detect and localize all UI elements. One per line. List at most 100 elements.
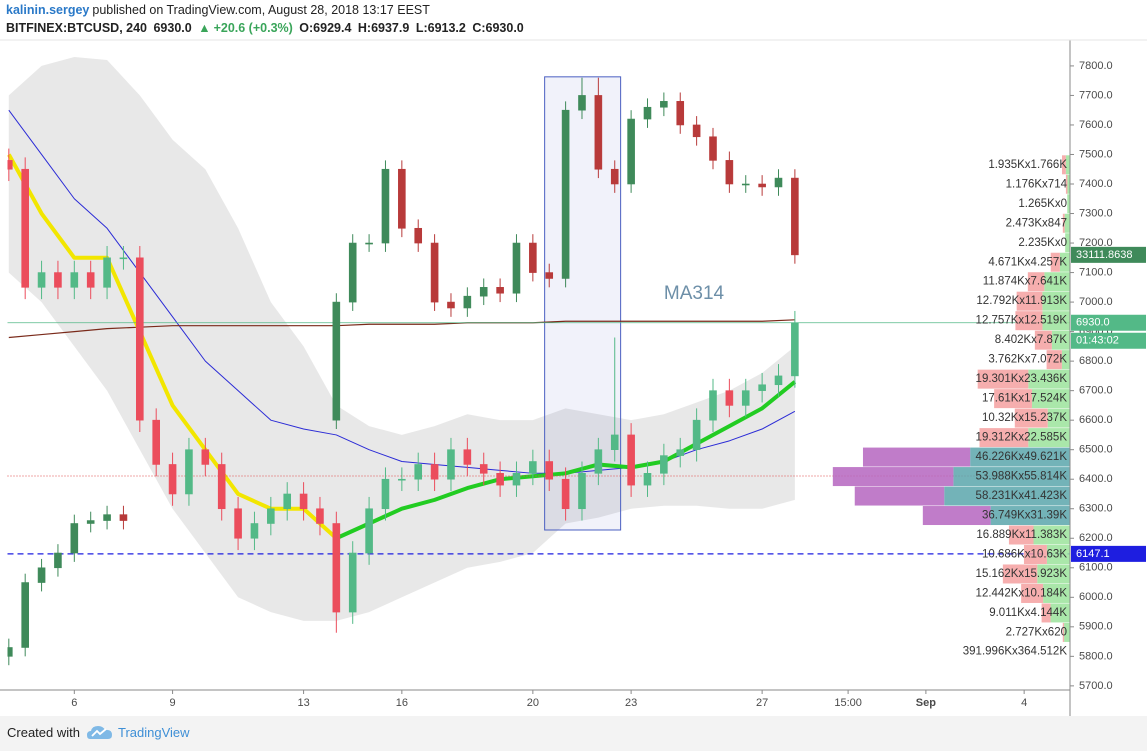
profile-label: 3.762Kx7.072K xyxy=(988,354,1067,366)
candle-body xyxy=(398,168,406,229)
candle-body xyxy=(791,177,799,256)
profile-down xyxy=(922,506,991,526)
profile-down xyxy=(979,428,1029,448)
profile-label: 53.988Kx55.814K xyxy=(976,471,1068,483)
profile-down xyxy=(1023,544,1047,564)
profile-label: 11.874Kx7.641K xyxy=(983,276,1068,288)
candle-body xyxy=(250,523,259,539)
profile-up xyxy=(1028,369,1070,389)
candle-body xyxy=(479,287,488,297)
profile-down xyxy=(1002,564,1038,584)
last-price: 6930.0 xyxy=(153,21,192,35)
plot: 1.935Kx1.766K 1.176Kx714 1.265Kx0 2.473Kx84… xyxy=(0,39,1147,716)
logo[interactable] xyxy=(87,725,113,741)
candle-body xyxy=(119,514,128,521)
profile-down xyxy=(862,447,971,467)
published: published on TradingView.com, August 28,… xyxy=(92,3,430,17)
candle-body xyxy=(381,478,390,510)
candle-body xyxy=(643,106,652,120)
profile-up xyxy=(1067,194,1070,214)
ohlc-open: O:6929.4 xyxy=(299,21,352,35)
candle-body xyxy=(348,552,357,613)
profile-up xyxy=(1050,603,1070,623)
price-line-label: 6930.0 xyxy=(1076,317,1110,329)
y-tick-label: 7700.0 xyxy=(1079,89,1113,101)
profile-up xyxy=(953,467,1070,487)
profile-label: 19.301Kx23.436K xyxy=(976,373,1068,385)
profile-up xyxy=(990,506,1070,526)
candle-body xyxy=(447,301,455,309)
profile-down xyxy=(1008,525,1034,545)
profile-up xyxy=(1042,311,1070,331)
candle-body xyxy=(741,390,750,406)
candle-body xyxy=(643,473,652,486)
candle-body xyxy=(660,101,668,108)
candle-body xyxy=(774,177,783,188)
brand[interactable]: TradingView xyxy=(118,725,190,740)
author[interactable]: kalinin.sergey xyxy=(6,3,90,17)
candle-body xyxy=(316,508,324,524)
profile-down xyxy=(1065,174,1068,194)
profile-label: 10.686Kx10.63K xyxy=(982,549,1067,561)
candle-body xyxy=(299,493,308,510)
candle-body xyxy=(774,375,783,386)
profile-label: 17.61Kx17.524K xyxy=(982,393,1067,405)
candle-body xyxy=(201,449,210,465)
candle-body xyxy=(365,242,373,245)
candle-body xyxy=(725,390,734,406)
countdown: 01:43:02 xyxy=(1076,335,1119,347)
profile-label: 1.265Kx0 xyxy=(1018,198,1067,210)
annotation: MA314 xyxy=(664,283,725,304)
candle-body xyxy=(578,95,586,111)
symbol[interactable]: BITFINEX:BTCUSD, 240 xyxy=(6,21,147,35)
plot-area xyxy=(7,57,1070,666)
price-line-label: 6147.1 xyxy=(1076,548,1110,560)
candle-body xyxy=(398,478,406,481)
candle-body xyxy=(496,473,504,486)
candle-body xyxy=(168,464,177,495)
profile-label: 12.792Kx11.913K xyxy=(976,295,1067,307)
candle-body xyxy=(234,508,242,539)
candle-body xyxy=(103,257,111,288)
header-line: kalinin.sergey published on TradingView.c… xyxy=(6,3,433,17)
price-line-label-box xyxy=(1071,314,1146,331)
candle-body xyxy=(610,434,619,450)
candle-body xyxy=(594,449,603,474)
indicator-line xyxy=(7,153,338,540)
y-tick-label: 6300.0 xyxy=(1079,503,1113,515)
y-tick-label: 6200.0 xyxy=(1079,532,1113,544)
chart: 1.935Kx1.766K 1.176Kx714 1.265Kx0 2.473Kx84… xyxy=(0,39,1147,716)
candle-body xyxy=(414,227,423,244)
profile-label: 1.176Kx714 xyxy=(1006,178,1068,190)
candle-body xyxy=(217,464,226,510)
candle-body xyxy=(676,101,685,126)
countdown-box xyxy=(1071,332,1146,349)
profile-up xyxy=(1044,272,1070,292)
change: +20.6 (+0.3%) xyxy=(213,21,293,35)
profile-up xyxy=(1047,408,1070,428)
symbol-line: BITFINEX:BTCUSD, 240 6930.0 ▲ +20.6 (+0.3… xyxy=(6,21,527,35)
profile-up xyxy=(944,486,1070,506)
candle-body xyxy=(496,287,504,294)
x-tick-label: 6 xyxy=(71,697,77,709)
profile-label: 9.011Kx4.144K xyxy=(989,607,1067,619)
candle-body xyxy=(21,168,29,288)
profile-label: 4.671Kx4.257K xyxy=(988,256,1067,268)
candle-body xyxy=(54,272,62,288)
profile-label: 10.32Kx15.237K xyxy=(982,412,1067,424)
profile-up xyxy=(1065,233,1070,253)
candle-body xyxy=(512,473,521,486)
candle-body xyxy=(561,478,570,510)
candle-body xyxy=(70,272,79,288)
y-tick-label: 7000.0 xyxy=(1079,296,1113,308)
candle-body xyxy=(578,473,586,510)
profile-up xyxy=(1042,291,1070,311)
candle-body xyxy=(283,493,292,510)
candle-body xyxy=(21,582,29,648)
profile-label: 2.235Kx0 xyxy=(1018,237,1067,249)
profile-down xyxy=(1046,350,1062,370)
profile-down xyxy=(1041,603,1051,623)
profile-up xyxy=(1065,155,1070,175)
y-tick-label: 6800.0 xyxy=(1079,355,1113,367)
candle-body xyxy=(365,508,373,554)
